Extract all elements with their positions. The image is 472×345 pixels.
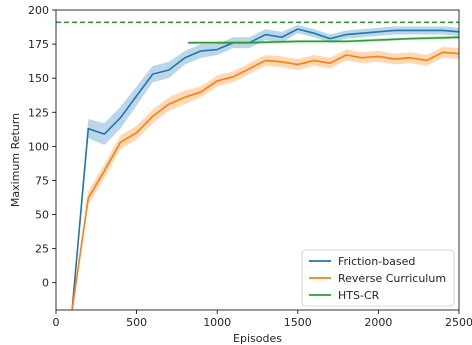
- x-tick-label: 2500: [445, 316, 472, 329]
- x-tick-label: 2000: [364, 316, 392, 329]
- y-tick-label: 50: [35, 209, 49, 222]
- legend-box: [301, 249, 455, 307]
- x-tick-label: 0: [53, 316, 60, 329]
- series-line: [71, 28, 459, 310]
- y-tick-label: 125: [28, 106, 49, 119]
- x-tick-label: 1500: [284, 316, 312, 329]
- y-axis-label: Maximum Return: [9, 113, 22, 207]
- series-line: [71, 51, 459, 310]
- x-axis-label: Episodes: [233, 332, 282, 345]
- legend-entry: HTS-CR: [338, 289, 380, 302]
- y-tick-label: 100: [28, 140, 49, 153]
- legend-entry: Friction-based: [338, 255, 415, 268]
- x-tick-label: 500: [126, 316, 147, 329]
- series-line: [188, 36, 459, 44]
- y-tick-label: 200: [28, 4, 49, 17]
- legend-entry: Reverse Curriculum: [338, 272, 446, 285]
- y-tick-label: 25: [35, 243, 49, 256]
- y-tick-label: 175: [28, 38, 49, 51]
- x-tick-label: 1000: [203, 316, 231, 329]
- y-tick-label: 75: [35, 174, 49, 187]
- y-tick-label: 150: [28, 72, 49, 85]
- y-tick-label: 0: [42, 277, 49, 290]
- plot-frame: [55, 9, 460, 311]
- legend: Friction-based Reverse Curriculum HTS-CR: [301, 249, 455, 307]
